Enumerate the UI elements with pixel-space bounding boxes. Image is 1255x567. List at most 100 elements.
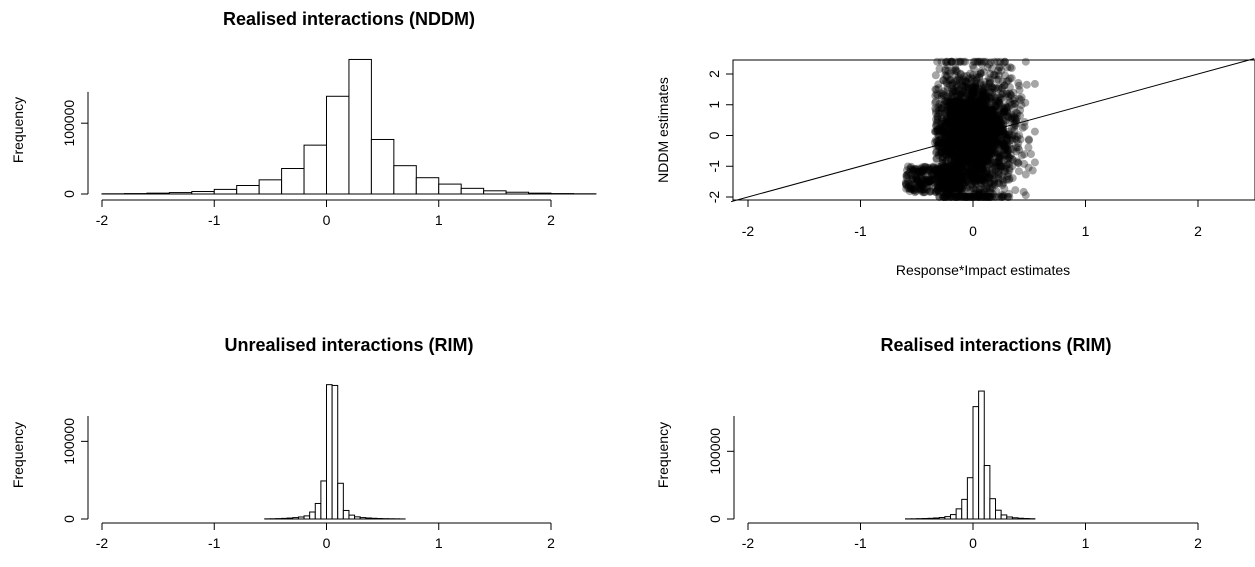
scatter-point <box>976 69 985 78</box>
scatter-point <box>945 177 954 186</box>
scatter-point <box>960 171 969 180</box>
scatter-point <box>937 175 945 184</box>
scatter-point <box>1001 144 1010 153</box>
scatter-point <box>974 146 983 155</box>
scatter-point <box>982 90 991 98</box>
scatter-point <box>967 139 976 148</box>
scatter-point <box>958 193 967 201</box>
scatter-point <box>957 111 966 119</box>
scatter-point <box>971 164 980 173</box>
scatter-point <box>955 185 964 194</box>
scatter-point <box>959 98 968 107</box>
scatter-point <box>933 137 942 145</box>
scatter-point <box>946 69 954 78</box>
scatter-point <box>979 113 988 122</box>
scatter-point <box>937 89 946 98</box>
scatter-point <box>972 91 981 100</box>
scatter-point <box>970 120 979 129</box>
scatter-point <box>946 170 955 179</box>
scatter-point <box>979 132 988 141</box>
scatter-point <box>1002 136 1011 145</box>
scatter-point <box>941 135 949 144</box>
scatter-point <box>949 133 958 142</box>
scatter-point <box>937 162 946 171</box>
scatter-point <box>950 111 959 120</box>
scatter-point <box>981 142 990 151</box>
scatter-point <box>975 136 984 145</box>
scatter-point <box>954 125 963 134</box>
scatter-point <box>964 83 973 92</box>
scatter-point <box>953 80 962 89</box>
scatter-point <box>987 123 996 131</box>
scatter-point <box>932 187 941 196</box>
scatter-point <box>905 168 914 176</box>
scatter-point <box>964 150 973 159</box>
scatter-point <box>948 125 957 134</box>
scatter-point <box>939 185 948 193</box>
scatter-point <box>997 66 1006 75</box>
scatter-point <box>979 90 988 99</box>
scatter-point <box>974 112 983 121</box>
scatter-point <box>978 60 986 69</box>
scatter-point <box>944 165 953 174</box>
scatter-point <box>1021 98 1030 107</box>
scatter-point <box>1011 186 1020 195</box>
scatter-point <box>994 98 1003 107</box>
scatter-point <box>956 89 965 98</box>
scatter-point <box>946 166 955 175</box>
scatter-point <box>930 166 939 175</box>
scatter-point <box>904 184 913 193</box>
scatter-point <box>960 111 969 120</box>
scatter-point <box>971 101 980 109</box>
scatter-point <box>932 122 941 131</box>
scatter-point <box>945 143 954 152</box>
scatter-point <box>930 163 939 172</box>
x-tick-label: -1 <box>854 223 867 239</box>
scatter-point <box>956 118 964 127</box>
scatter-point <box>972 111 981 120</box>
scatter-point <box>938 180 947 189</box>
scatter-point <box>966 147 975 156</box>
scatter-point <box>919 170 928 179</box>
scatter-point <box>958 99 967 108</box>
scatter-point <box>987 193 996 201</box>
scatter-point <box>905 187 914 196</box>
scatter-point <box>931 175 940 184</box>
scatter-point <box>990 106 999 115</box>
scatter-point <box>925 182 933 191</box>
scatter-point <box>965 193 974 201</box>
scatter-point <box>910 186 918 195</box>
scatter-point <box>980 122 989 131</box>
scatter-point <box>981 77 990 86</box>
scatter-point <box>911 164 920 173</box>
scatter-point <box>972 104 981 113</box>
scatter-point <box>975 105 984 114</box>
scatter-point <box>952 172 961 181</box>
scatter-point <box>956 121 965 130</box>
scatter-point <box>975 96 984 105</box>
scatter-point <box>975 167 984 176</box>
scatter-point <box>970 136 979 145</box>
scatter-point <box>961 128 970 137</box>
scatter-point <box>964 167 973 176</box>
scatter-point <box>942 144 951 153</box>
scatter-point <box>977 86 986 95</box>
scatter-point <box>954 169 963 178</box>
scatter-point <box>979 145 988 154</box>
scatter-point <box>943 148 952 157</box>
scatter-point <box>950 139 959 148</box>
scatter-point <box>998 103 1007 112</box>
scatter-point <box>945 170 954 179</box>
scatter-point <box>937 103 946 112</box>
scatter-point <box>964 101 973 110</box>
histogram-bar <box>415 177 440 195</box>
scatter-point <box>941 109 950 118</box>
scatter-point <box>938 144 947 153</box>
scatter-point <box>946 130 955 139</box>
scatter-point <box>946 179 955 188</box>
scatter-point <box>941 190 950 198</box>
scatter-point <box>906 164 915 172</box>
scatter-point <box>973 126 982 135</box>
scatter-point <box>977 145 986 154</box>
scatter-point <box>975 157 984 166</box>
